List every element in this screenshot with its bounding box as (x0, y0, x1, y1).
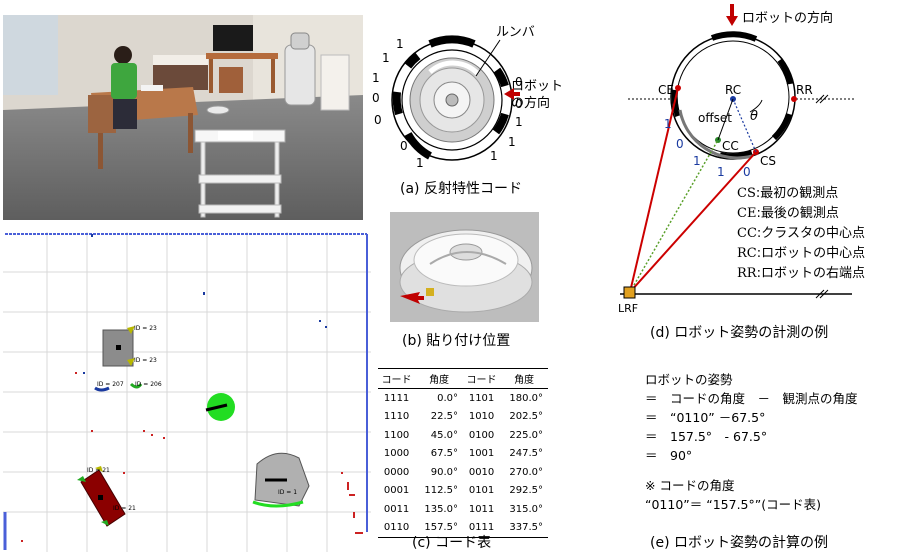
note-title: ※ コードの角度 (645, 478, 735, 493)
pose-measurement-diagram: ロボットの方向 LRF CE RC RR offset CC CS θ 1 0 … (618, 4, 856, 312)
roomba-label: ルンバ (496, 25, 535, 40)
table-row: 1100 45.0° 0100 225.0° (383, 429, 543, 441)
legend-item: RC:ロボットの中心点 (737, 246, 866, 261)
pose-calculation: ロボットの姿勢 ＝ コードの角度 － 観測点の角度 ＝ “0110” －67.5… (645, 370, 858, 465)
bit-d-2: 1 (693, 154, 701, 168)
calc-line: ＝ コードの角度 － 観測点の角度 (645, 391, 858, 406)
bit-left-1: 0 (372, 91, 380, 105)
bit-d-1: 0 (676, 137, 684, 151)
calc-line: ＝ “0110” －67.5° (645, 410, 766, 425)
table-row: 0011 135.0° 1011 315.0° (383, 503, 543, 515)
map-tag-206: ID = 206 (135, 381, 162, 388)
legend-item: CE:最後の観測点 (737, 206, 839, 221)
caption-d: (d) ロボット姿勢の計測の例 (650, 325, 829, 341)
map-tag-207: ID = 207 (97, 381, 124, 388)
calc-line: ロボットの姿勢 (645, 372, 733, 387)
code-angle-note: ※ コードの角度 “0110”＝ “157.5°”(コード表) (645, 476, 821, 514)
map-tag-1: ID = 1 (278, 489, 297, 496)
map-tag-21-a: ID = 21 (87, 467, 110, 474)
robot-direction-arrow-icon (726, 4, 738, 26)
bit-bottom-1: 1 (416, 156, 424, 170)
reflection-code-diagram: ルンバ 1 0 0 1 0 0 1 1 1 0 1 1 (372, 25, 535, 170)
legend-d: CS:最初の観測点 CE:最後の観測点 CC:クラスタの中心点 RC:ロボットの… (737, 184, 865, 284)
bit-d-0: 1 (664, 117, 672, 131)
code-table: コード 角度 コード 角度 1111 0.0° 1101 180.0° 1110 22.… (378, 368, 548, 538)
bit-right-1: 0 (515, 97, 523, 111)
caption-b: (b) 貼り付け位置 (402, 333, 511, 349)
table-row: 0110 157.5° 0111 337.5° (378, 518, 548, 538)
bit-d-4: 0 (743, 165, 751, 179)
table-row: 0001 112.5° 0101 292.5° (383, 485, 543, 497)
caption-a: (a) 反射特性コード (400, 181, 522, 197)
bit-right-2: 1 (515, 115, 523, 129)
rc-label: RC (725, 83, 741, 97)
bit-left-3: 1 (382, 51, 390, 65)
table-row: 0000 90.0° 0010 270.0° (383, 466, 543, 478)
direction-arrow-icon (504, 88, 520, 100)
bit-right-3: 1 (508, 135, 516, 149)
table-row: 1110 22.5° 1010 202.5° (383, 411, 543, 423)
bit-left-2: 0 (374, 113, 382, 127)
caption-e: (e) ロボット姿勢の計算の例 (650, 535, 828, 551)
cs-label: CS (760, 154, 776, 168)
calc-line: ＝ 90° (645, 448, 693, 463)
bit-bottom-0: 0 (400, 139, 408, 153)
bit-right-0: 0 (515, 75, 523, 89)
lrf-label: LRF (618, 302, 638, 312)
bit-top-0: 1 (396, 37, 404, 51)
theta-label: θ (750, 109, 758, 124)
bit-top-1: 1 (490, 149, 498, 163)
table-row: 1111 0.0° 1101 180.0° (383, 392, 543, 404)
bit-d-3: 1 (717, 165, 725, 179)
room-photo (3, 15, 363, 220)
calc-line: ＝ 157.5° - 67.5° (645, 429, 768, 444)
offset-label: offset (698, 111, 732, 125)
occupancy-map: ID = 23 ID = 23 ID = 207 ID = 206 ID = 2… (3, 232, 371, 552)
caption-c: (c) コード表 (412, 535, 492, 551)
rr-label: RR (796, 83, 813, 97)
legend-item: RR:ロボットの右端点 (737, 266, 865, 281)
roomba-photo (390, 212, 539, 322)
legend-item: CS:最初の観測点 (737, 186, 839, 201)
map-tag-21-b: ID = 21 (113, 505, 136, 512)
map-tag-23-top: ID = 23 (134, 325, 157, 332)
map-tag-23-bottom: ID = 23 (134, 357, 157, 364)
legend-item: CC:クラスタの中心点 (737, 226, 866, 241)
bit-left-0: 1 (372, 71, 380, 85)
table-row: 1000 67.5° 1001 247.5° (383, 448, 543, 460)
cc-label: CC (722, 139, 739, 153)
robot-direction-label: ロボットの方向 (742, 10, 833, 26)
code-table-header: コード 角度 コード 角度 (378, 368, 548, 389)
ce-label: CE (658, 83, 674, 97)
note-body: “0110”＝ “157.5°”(コード表) (645, 497, 821, 512)
direction-label: ロボット の方向 (511, 79, 564, 111)
